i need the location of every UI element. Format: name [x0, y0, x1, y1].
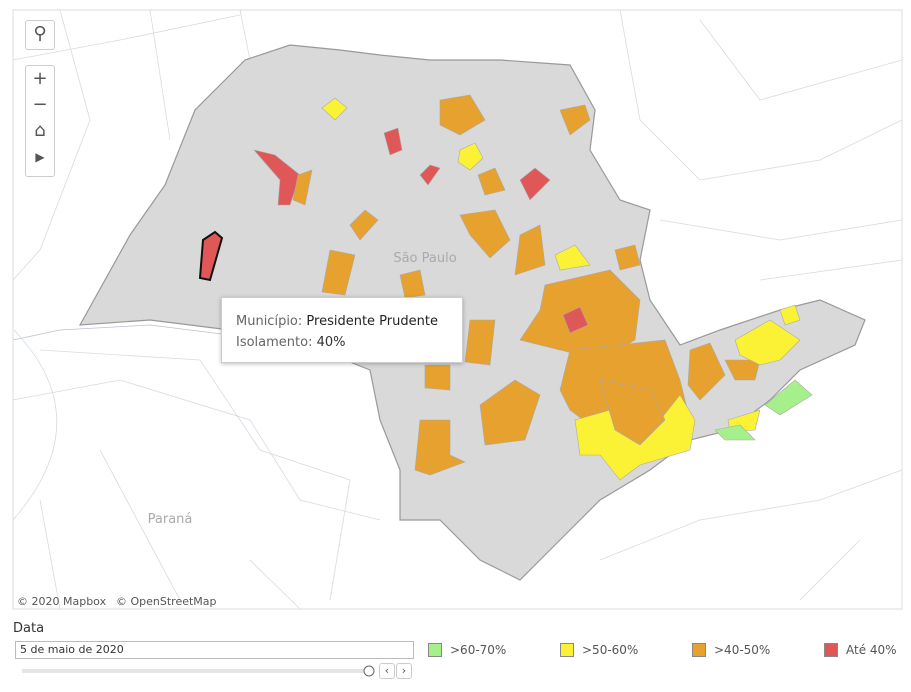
legend-label: >40-50%	[714, 643, 771, 657]
legend-swatch	[428, 643, 442, 657]
municipality	[779, 304, 801, 326]
municipality	[424, 364, 451, 391]
home[interactable]: ⌂	[34, 120, 46, 141]
tooltip-value: Presidente Prudente	[306, 314, 438, 329]
municipality	[459, 209, 511, 259]
municipality	[514, 224, 546, 276]
municipality	[419, 164, 441, 186]
municipalities	[198, 94, 813, 481]
legend-swatch	[824, 643, 838, 657]
zoom-controls: + − ⌂ ▶	[25, 65, 55, 177]
municipality	[519, 167, 551, 201]
municipality	[477, 167, 506, 196]
municipality	[349, 209, 379, 241]
municipality	[559, 104, 591, 136]
place-label: Paraná	[148, 512, 193, 527]
municipality	[554, 244, 591, 271]
tooltip-value: 40%	[316, 335, 346, 350]
municipality	[687, 342, 726, 401]
slider-track	[22, 669, 370, 673]
search-button[interactable]: ⚲	[25, 20, 55, 50]
municipality	[198, 230, 224, 282]
municipality	[292, 169, 313, 206]
next-button[interactable]: ›	[396, 663, 412, 679]
place-label: São Paulo	[393, 251, 456, 266]
municipality	[321, 249, 356, 296]
date-input[interactable]: 5 de maio de 2020	[15, 641, 414, 659]
municipality	[439, 94, 486, 136]
tooltip: Município: Presidente Prudente Isolament…	[221, 297, 463, 363]
legend-label: >50-60%	[582, 643, 639, 657]
slider-handle[interactable]	[363, 665, 375, 677]
legend-item[interactable]: >40-50%	[692, 643, 770, 657]
background-borders	[12, 9, 903, 610]
tooltip-label: Isolamento:	[236, 335, 313, 350]
municipality	[399, 269, 426, 299]
municipality	[599, 379, 666, 446]
legend-swatch	[560, 643, 574, 657]
municipality	[479, 379, 541, 446]
legend-swatch	[692, 643, 706, 657]
zoom-out[interactable]: −	[32, 94, 48, 115]
play[interactable]: ▶	[35, 150, 45, 164]
zoom-in[interactable]: +	[32, 68, 48, 89]
municipality	[457, 142, 484, 171]
municipality	[383, 127, 403, 156]
municipality	[464, 319, 496, 366]
legend-item[interactable]: >50-60%	[560, 643, 638, 657]
prev-button[interactable]: ‹	[379, 663, 395, 679]
attribution: © OpenStreetMap	[116, 595, 217, 608]
municipality	[724, 359, 761, 381]
municipality	[321, 97, 348, 121]
tooltip-label: Município:	[236, 314, 303, 329]
legend-label: >60-70%	[450, 643, 507, 657]
legend-item[interactable]: >60-70%	[428, 643, 506, 657]
municipality	[764, 379, 813, 416]
municipality	[253, 149, 301, 206]
municipality	[714, 424, 756, 441]
attribution: © 2020 Mapbox	[17, 595, 107, 608]
municipality	[614, 244, 641, 271]
legend-label: Até 40%	[846, 643, 897, 657]
municipality	[414, 419, 466, 476]
municipality	[562, 306, 589, 334]
filter-title: Data	[13, 621, 45, 636]
municipality	[734, 319, 801, 366]
legend-item[interactable]: Até 40%	[824, 643, 897, 657]
